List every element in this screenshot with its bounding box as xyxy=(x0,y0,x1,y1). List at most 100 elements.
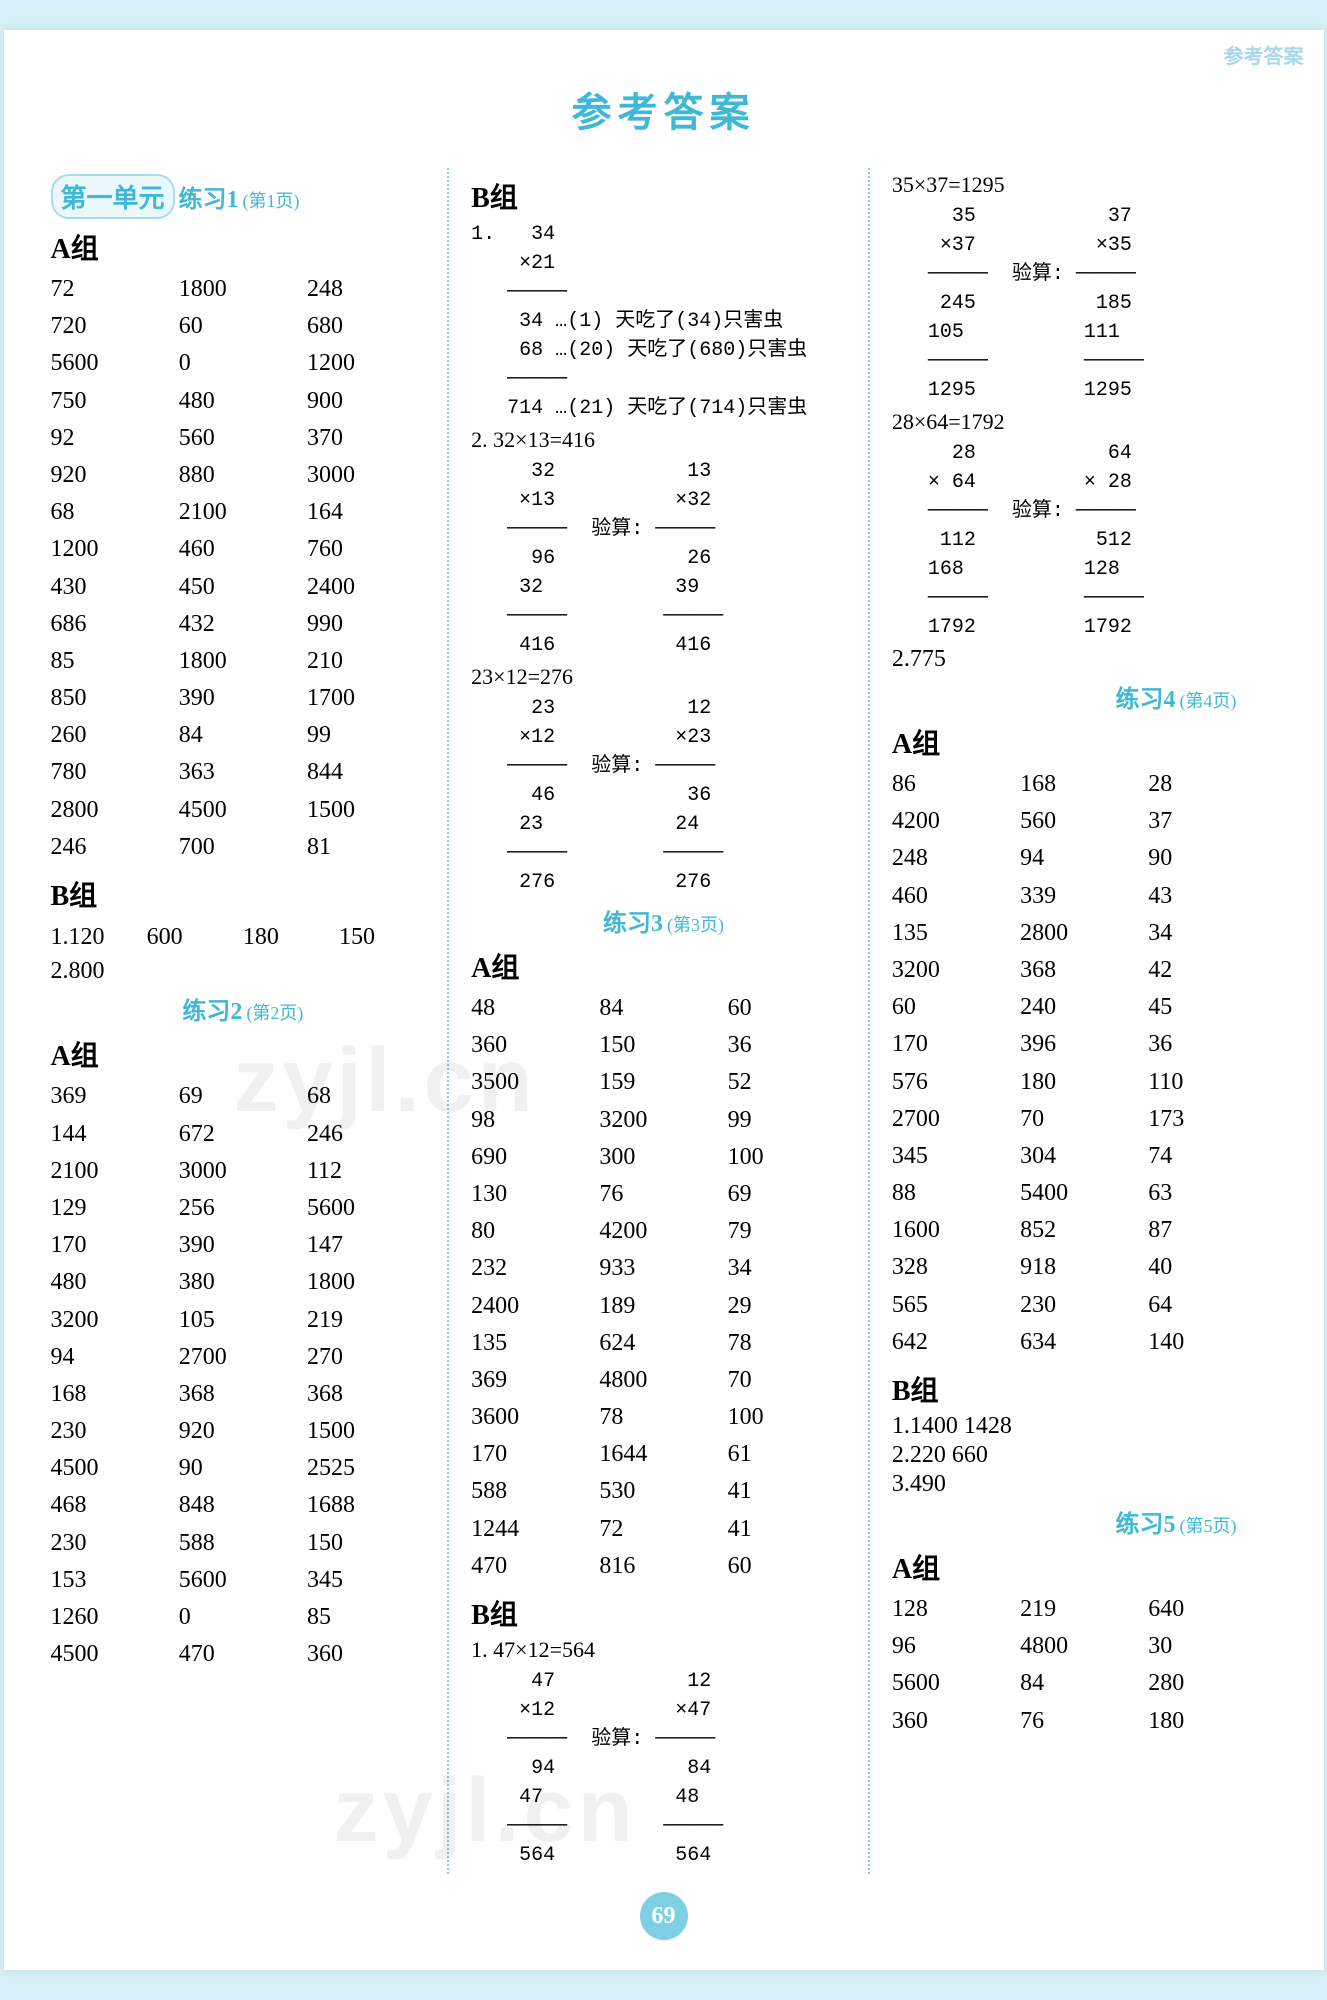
answer-cell: 170 xyxy=(51,1227,179,1264)
answer-cell: 60 xyxy=(728,1548,856,1585)
answer-cell: 480 xyxy=(51,1264,179,1301)
col2-eq2: 2. 32×13=416 xyxy=(471,427,856,453)
answer-cell: 3500 xyxy=(471,1064,599,1101)
practice5-title: 练习5 xyxy=(1116,1512,1176,1538)
answer-cell: 42 xyxy=(1148,952,1276,989)
answer-cell: 2100 xyxy=(179,494,307,531)
answer-cell: 460 xyxy=(179,531,307,568)
answer-cell: 230 xyxy=(51,1525,179,1562)
answer-cell: 94 xyxy=(51,1339,179,1376)
answer-cell: 90 xyxy=(179,1450,307,1487)
answer-cell: 45 xyxy=(1148,989,1276,1026)
answer-cell: 848 xyxy=(179,1487,307,1524)
answer-cell: 100 xyxy=(728,1399,856,1436)
answer-cell: 36 xyxy=(1148,1026,1276,1063)
answer-cell: 260 xyxy=(51,717,179,754)
answer-cell: 363 xyxy=(179,754,307,791)
answer-cell: 135 xyxy=(892,915,1020,952)
answer-cell: 1800 xyxy=(307,1264,435,1301)
answer-cell: 5600 xyxy=(307,1190,435,1227)
answer-cell: 84 xyxy=(179,717,307,754)
answer-cell: 230 xyxy=(1020,1287,1148,1324)
answer-cell: 0 xyxy=(179,345,307,382)
answer-cell: 720 xyxy=(51,308,179,345)
answer-cell: 634 xyxy=(1020,1324,1148,1361)
answer-cell: 380 xyxy=(179,1264,307,1301)
answer-cell: 2700 xyxy=(179,1339,307,1376)
col3-p5-groupA-grid: 1282196409648003056008428036076180 xyxy=(892,1591,1277,1740)
answer-cell: 3200 xyxy=(51,1302,179,1339)
answer-cell: 153 xyxy=(51,1562,179,1599)
page-number: 69 xyxy=(640,1892,688,1940)
answer-cell: 80 xyxy=(471,1213,599,1250)
answer-cell: 2800 xyxy=(51,792,179,829)
answer-cell: 370 xyxy=(307,420,435,457)
answer-cell: 180 xyxy=(1148,1703,1276,1740)
answer-cell: 240 xyxy=(1020,989,1148,1026)
answer-cell: 1260 xyxy=(51,1599,179,1636)
answer-cell: 345 xyxy=(892,1138,1020,1175)
answer-cell: 128 xyxy=(892,1591,1020,1628)
practice1-title: 练习1 xyxy=(179,187,239,213)
answer-cell: 70 xyxy=(728,1362,856,1399)
answer-cell: 84 xyxy=(1020,1665,1148,1702)
answer-cell: 560 xyxy=(1020,803,1148,840)
col3-p4B-r3: 3.490 xyxy=(892,1471,1277,1498)
col3-line2: 2.775 xyxy=(892,646,1277,673)
answer-cell: 37 xyxy=(1148,803,1276,840)
practice3-title: 练习3 xyxy=(603,911,663,937)
answer-cell: 246 xyxy=(307,1116,435,1153)
answer-cell: 990 xyxy=(307,606,435,643)
answer-cell: 100 xyxy=(728,1139,856,1176)
answer-cell: 368 xyxy=(179,1376,307,1413)
answer-cell: 164 xyxy=(307,494,435,531)
answer-cell: 700 xyxy=(179,829,307,866)
answer-cell: 1200 xyxy=(307,345,435,382)
answer-cell: 60 xyxy=(728,990,856,1027)
answer-cell: 150 xyxy=(307,1525,435,1562)
answer-cell: 565 xyxy=(892,1287,1020,1324)
answer-cell: 79 xyxy=(728,1213,856,1250)
answer-cell: 339 xyxy=(1020,878,1148,915)
answer-cell: 28 xyxy=(1148,766,1276,803)
answer-cell: 34 xyxy=(1148,915,1276,952)
answer-cell: 3600 xyxy=(471,1399,599,1436)
practice3-ref: (第3页) xyxy=(667,915,724,935)
answer-cell: 99 xyxy=(728,1102,856,1139)
answer-cell: 246 xyxy=(51,829,179,866)
answer-cell: 624 xyxy=(599,1325,727,1362)
answer-cell: 850 xyxy=(51,680,179,717)
answer-cell: 4500 xyxy=(51,1636,179,1673)
answer-cell: 219 xyxy=(1020,1591,1148,1628)
answer-cell: 280 xyxy=(1148,1665,1276,1702)
answer-cell: 180 xyxy=(1020,1064,1148,1101)
col3-calc2: 28 64 × 64 × 28 ───── 验算: ───── 112 512 … xyxy=(892,439,1277,642)
answer-cell: 168 xyxy=(51,1376,179,1413)
answer-cell: 60 xyxy=(179,308,307,345)
answer-cell: 61 xyxy=(728,1436,856,1473)
answer-cell: 189 xyxy=(599,1288,727,1325)
answer-cell: 34 xyxy=(728,1250,856,1287)
practice4-title: 练习4 xyxy=(1116,687,1176,713)
answer-cell: 642 xyxy=(892,1324,1020,1361)
col1-groupA-grid: 7218002487206068056000120075048090092560… xyxy=(51,271,436,866)
col2-problem1: 1. 34 ×21 ───── 34 …(1) 天吃了(34)只害虫 68 …(… xyxy=(471,220,856,423)
answer-cell: 36 xyxy=(728,1027,856,1064)
answer-cell: 396 xyxy=(1020,1026,1148,1063)
practice2-ref: (第2页) xyxy=(246,1003,303,1023)
answer-cell: 170 xyxy=(471,1436,599,1473)
answer-cell: 68 xyxy=(51,494,179,531)
answer-cell: 170 xyxy=(892,1026,1020,1063)
answer-cell: 147 xyxy=(307,1227,435,1264)
answer-cell: 1244 xyxy=(471,1511,599,1548)
answer-cell: 460 xyxy=(892,878,1020,915)
answer-cell: 144 xyxy=(51,1116,179,1153)
answer-cell: 68 xyxy=(307,1078,435,1115)
answer-cell: 85 xyxy=(307,1599,435,1636)
answer-cell: 159 xyxy=(599,1064,727,1101)
answer-cell: 150 xyxy=(339,918,435,956)
answer-cell: 168 xyxy=(1020,766,1148,803)
answer-cell: 600 xyxy=(147,918,243,956)
col3-calc1: 35 37 ×37 ×35 ───── 验算: ───── 245 185 10… xyxy=(892,202,1277,405)
answer-cell: 69 xyxy=(728,1176,856,1213)
